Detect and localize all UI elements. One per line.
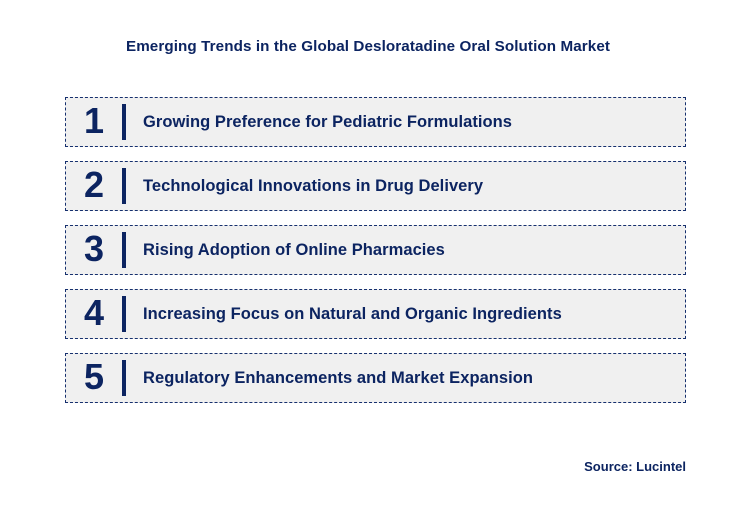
divider-bar [122,296,126,332]
trend-number: 4 [83,292,105,333]
trend-number: 3 [83,228,105,269]
divider-bar [122,232,126,268]
trend-number: 5 [83,356,105,397]
source-attribution: Source: Lucintel [584,459,686,474]
list-item[interactable]: 4 Increasing Focus on Natural and Organi… [65,289,686,339]
list-item[interactable]: 5 Regulatory Enhancements and Market Exp… [65,353,686,403]
trend-label: Regulatory Enhancements and Market Expan… [143,368,534,387]
trend-number: 2 [83,164,105,205]
divider-bar [122,168,126,204]
trend-label: Growing Preference for Pediatric Formula… [143,112,512,131]
page-title: Emerging Trends in the Global Desloratad… [125,38,611,55]
list-item[interactable]: 1 Growing Preference for Pediatric Formu… [65,97,686,147]
trend-number: 1 [83,100,105,141]
list-item[interactable]: 2 Technological Innovations in Drug Deli… [65,161,686,211]
trend-list: 1 Growing Preference for Pediatric Formu… [65,97,686,403]
list-item[interactable]: 3 Rising Adoption of Online Pharmacies [65,225,686,275]
divider-bar [122,360,126,396]
divider-bar [122,104,126,140]
trend-label: Increasing Focus on Natural and Organic … [143,304,562,323]
trend-label: Rising Adoption of Online Pharmacies [143,240,445,259]
trend-label: Technological Innovations in Drug Delive… [143,176,484,195]
